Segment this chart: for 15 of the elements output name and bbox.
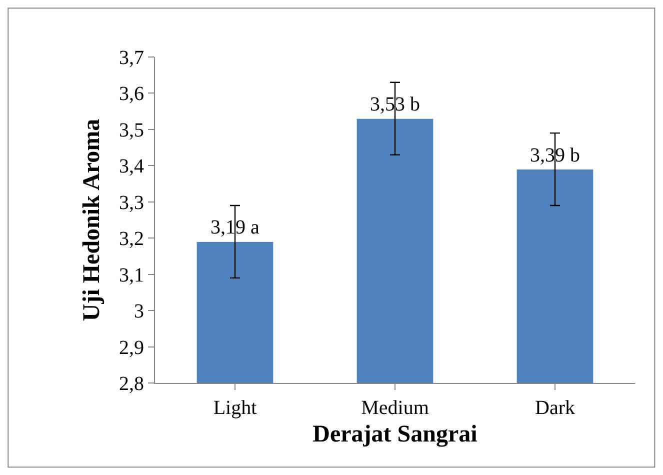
y-axis-title: Uji Hedonik Aroma <box>79 118 106 322</box>
y-tick-label: 3,1 <box>119 264 144 286</box>
y-tick-label: 3,5 <box>119 119 144 142</box>
x-axis-title: Derajat Sangrai <box>312 421 478 448</box>
y-tick-label: 3,2 <box>119 228 144 250</box>
y-tick-label: 2,8 <box>119 373 144 395</box>
y-tick-label: 2,9 <box>119 336 144 359</box>
x-tick-label: Medium <box>361 397 430 419</box>
y-tick-label: 3,7 <box>119 47 144 69</box>
y-tick-label: 3,3 <box>119 192 144 214</box>
x-tick-label: Light <box>213 397 258 419</box>
y-tick-label: 3,6 <box>119 83 144 106</box>
y-tick-label: 3 <box>134 300 144 323</box>
x-tick-label: Dark <box>535 397 575 419</box>
y-tick-label: 3,4 <box>119 156 144 178</box>
